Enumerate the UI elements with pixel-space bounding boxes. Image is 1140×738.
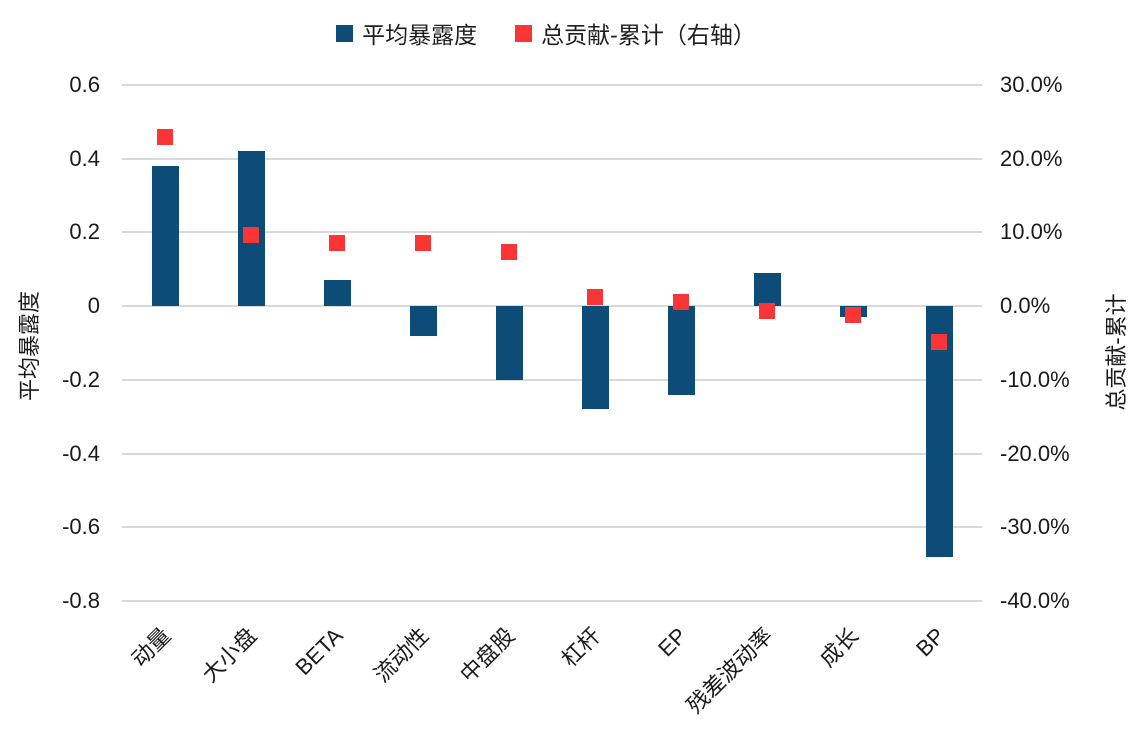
marker-大小盘: [243, 226, 259, 243]
bar-BETA: [323, 280, 351, 307]
chart-legend: 平均暴露度 总贡献-累计（右轴）: [0, 16, 1140, 50]
marker-流动性: [415, 235, 431, 252]
left-axis-tick: -0.2: [62, 366, 100, 392]
right-axis-tick: 30.0%: [1000, 72, 1063, 97]
marker-series-swatch-icon: [515, 24, 533, 42]
left-axis-tick: -0.8: [62, 588, 100, 613]
right-axis-tick: -20.0%: [1000, 440, 1070, 466]
right-axis-tick: 0.0%: [1000, 293, 1051, 319]
marker-杠杆: [587, 289, 603, 306]
gridline: [122, 305, 982, 308]
legend-label: 平均暴露度: [362, 22, 478, 48]
bar-杠杆: [581, 306, 609, 410]
bar-残差波动率: [753, 272, 781, 307]
gridline: [122, 231, 982, 234]
right-axis-tick: -40.0%: [1000, 588, 1070, 613]
gridline: [122, 378, 982, 381]
legend-items: 平均暴露度 总贡献-累计（右轴）: [336, 16, 756, 50]
legend-item-avg-exposure: 平均暴露度: [336, 16, 477, 50]
plot-area: [122, 84, 982, 602]
marker-残差波动率: [759, 303, 775, 320]
bar-EP: [667, 306, 695, 395]
marker-EP: [673, 293, 689, 310]
bar-series-swatch-icon: [336, 24, 354, 42]
right-axis-tick: 10.0%: [1000, 219, 1063, 245]
right-axis-tick: -30.0%: [1000, 514, 1070, 540]
gridline: [122, 452, 982, 455]
left-axis-tick: 0.6: [69, 72, 100, 97]
left-axis-tick: -0.6: [62, 514, 100, 540]
marker-BETA: [329, 235, 345, 252]
left-axis-tick: 0: [87, 293, 100, 319]
left-axis-tick: 0.4: [69, 145, 100, 171]
legend-label: 总贡献-累计（右轴）: [541, 22, 756, 48]
left-axis-tick: -0.4: [62, 440, 100, 466]
marker-成长: [845, 306, 861, 323]
left-axis-tick: 0.2: [69, 219, 100, 245]
right-axis-tick: 20.0%: [1000, 145, 1063, 171]
legend-item-total-contribution: 总贡献-累计（右轴）: [515, 16, 756, 50]
bar-动量: [151, 166, 179, 307]
marker-中盘股: [501, 243, 517, 260]
bar-流动性: [409, 306, 437, 336]
gridline: [122, 84, 982, 86]
marker-BP: [931, 334, 947, 351]
marker-动量: [157, 128, 173, 145]
right-axis-tick: -10.0%: [1000, 366, 1070, 392]
gridline: [122, 157, 982, 160]
gridline: [122, 600, 982, 602]
gridline: [122, 526, 982, 529]
bar-中盘股: [495, 306, 523, 380]
